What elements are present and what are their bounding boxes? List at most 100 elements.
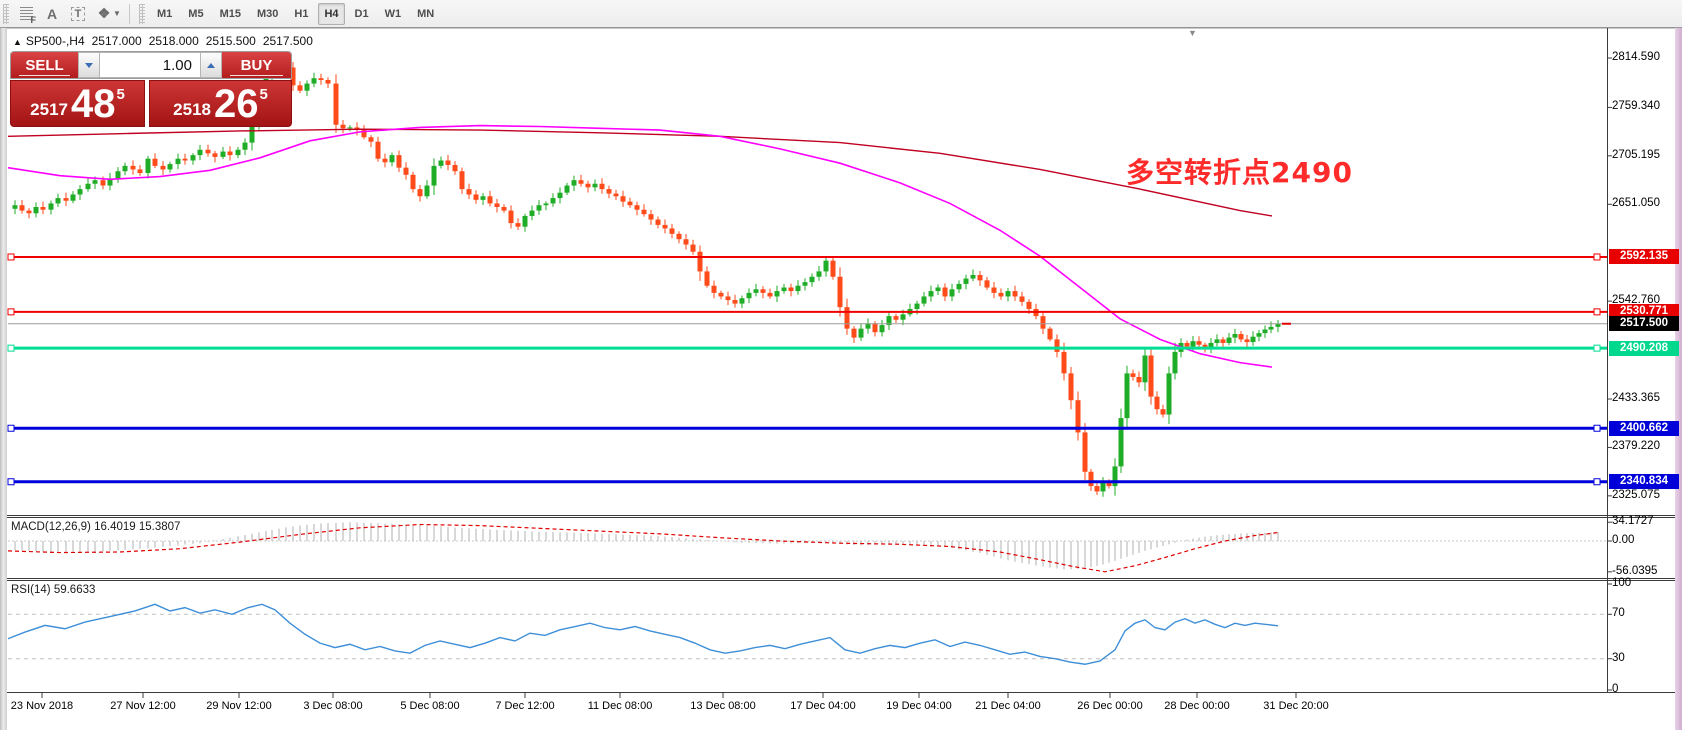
sell-button[interactable]: SELL <box>11 52 78 78</box>
candle <box>235 146 241 159</box>
candle <box>431 158 437 196</box>
x-axis-date-label: 19 Dec 04:00 <box>886 700 952 712</box>
price-line-tag-2340.834[interactable]: 2340.834 <box>1609 474 1679 490</box>
candle <box>77 185 83 200</box>
arrow-objects-icon[interactable]: ❖ <box>97 5 111 21</box>
line-handle[interactable] <box>1593 344 1601 352</box>
ma-fast-line[interactable] <box>7 124 1273 368</box>
buy-price-button[interactable]: 2518 26 5 <box>149 80 292 127</box>
candle <box>1256 329 1262 342</box>
candle <box>935 284 941 295</box>
y-axis-price-label: 2705.195 <box>1612 148 1660 161</box>
candle <box>1012 285 1018 301</box>
candle <box>340 119 346 134</box>
candle <box>26 208 32 219</box>
indicator-list-icon[interactable]: F <box>13 2 39 26</box>
buy-price-sup: 5 <box>259 86 268 103</box>
candle <box>318 73 324 85</box>
candle <box>40 201 46 215</box>
candle <box>55 193 61 207</box>
candle <box>417 184 423 202</box>
candle <box>1054 334 1060 358</box>
candle <box>627 197 633 208</box>
line-handle[interactable] <box>7 478 15 486</box>
collapse-triangle-icon[interactable]: ▲ <box>13 37 22 47</box>
chart-shift-marker-icon[interactable]: ▼ <box>1188 28 1197 38</box>
line-handle[interactable] <box>7 344 15 352</box>
candle <box>480 193 486 206</box>
text-box-icon[interactable]: T <box>65 2 91 26</box>
macd-signal-line[interactable] <box>7 523 1279 573</box>
candle <box>823 256 829 277</box>
candle <box>1244 334 1250 348</box>
candle <box>1262 325 1268 338</box>
candle <box>508 205 514 229</box>
candle <box>767 288 773 299</box>
sell-price-button[interactable]: 2517 48 5 <box>10 80 145 127</box>
candle <box>802 278 808 291</box>
sell-price-big: 48 <box>70 82 116 126</box>
candle <box>725 291 731 306</box>
candle <box>641 204 647 217</box>
candle <box>893 313 899 324</box>
price-line-tag-2490.208[interactable]: 2490.208 <box>1609 340 1679 356</box>
timeframe-M15[interactable]: M15 <box>214 3 247 25</box>
timeframe-MN[interactable]: MN <box>411 3 440 25</box>
window-right-edge-scroll-strip[interactable] <box>1675 28 1682 730</box>
candle <box>1005 288 1011 302</box>
timeframe-H1[interactable]: H1 <box>288 3 314 25</box>
candle <box>85 178 91 192</box>
candle <box>557 187 563 204</box>
toolbar-drag-handle[interactable] <box>3 3 9 24</box>
ohlc-low: 2515.500 <box>205 34 256 48</box>
y-axis-price-label: 2433.365 <box>1612 391 1660 404</box>
line-handle[interactable] <box>7 253 15 261</box>
line-handle[interactable] <box>7 308 15 316</box>
volume-increase-button[interactable] <box>200 52 222 78</box>
candle <box>718 290 724 300</box>
candle <box>760 286 766 299</box>
candle <box>325 77 331 88</box>
timeframe-W1[interactable]: W1 <box>379 3 408 25</box>
candle <box>1124 365 1130 428</box>
candle <box>774 285 780 302</box>
volume-decrease-button[interactable] <box>78 52 100 78</box>
toolbar-separator <box>129 3 130 24</box>
candle <box>424 180 430 199</box>
x-axis-date-label: 7 Dec 12:00 <box>495 700 555 712</box>
line-handle[interactable] <box>1593 424 1601 432</box>
chart-annotation-text[interactable]: 多空转折点2490 <box>1126 156 1353 189</box>
timeframe-M30[interactable]: M30 <box>251 3 284 25</box>
rsi-line[interactable] <box>7 603 1279 665</box>
text-label-icon[interactable]: A <box>46 5 58 22</box>
candle <box>781 283 787 294</box>
volume-input[interactable] <box>100 52 200 78</box>
candle <box>585 180 591 193</box>
rsi-axis-label: 70 <box>1612 607 1625 620</box>
candle <box>739 295 745 309</box>
candle <box>145 155 151 179</box>
candle <box>830 257 836 280</box>
timeframe-M5[interactable]: M5 <box>182 3 209 25</box>
timeframe-M1[interactable]: M1 <box>151 3 178 25</box>
price-line-tag-2530.771[interactable]: 2530.771 <box>1609 304 1679 320</box>
candle <box>592 179 598 192</box>
arrow-objects-dropdown-icon[interactable]: ▼ <box>113 9 121 18</box>
line-handle[interactable] <box>7 424 15 432</box>
timeframe-D1[interactable]: D1 <box>349 3 375 25</box>
price-line-tag-2592.135[interactable]: 2592.135 <box>1609 249 1679 265</box>
candle <box>220 146 226 160</box>
candle <box>578 174 584 187</box>
price-line-tag-2400.662[interactable]: 2400.662 <box>1609 420 1679 436</box>
line-handle[interactable] <box>1593 253 1601 261</box>
candle <box>536 200 542 215</box>
candle <box>942 283 948 302</box>
price-line-tag-2517.500[interactable]: 2517.500 <box>1609 316 1679 332</box>
buy-button[interactable]: BUY <box>222 52 291 78</box>
candle <box>347 125 353 132</box>
line-handle[interactable] <box>1593 478 1601 486</box>
line-handle[interactable] <box>1593 308 1601 316</box>
timeframe-H4[interactable]: H4 <box>318 2 345 25</box>
toolbar-drag-handle-2[interactable] <box>139 3 145 24</box>
